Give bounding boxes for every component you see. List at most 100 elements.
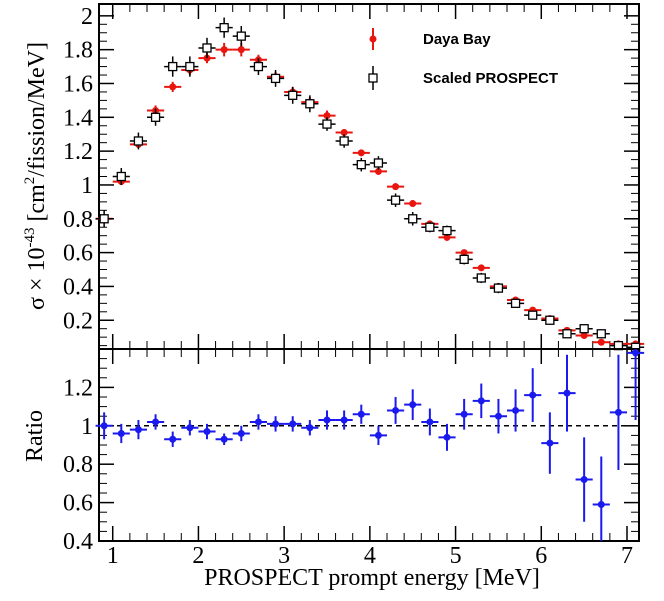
ratio-point: [357, 410, 365, 418]
ratio-point: [563, 389, 571, 397]
x-tick-label: 5: [450, 543, 462, 569]
daya-bay-point: [597, 338, 605, 346]
ratio-point: [614, 408, 622, 416]
daya-bay-point: [443, 233, 451, 241]
prospect-point: [408, 214, 418, 224]
prospect-point: [339, 136, 349, 146]
prospect-point: [528, 310, 538, 320]
prospect-point: [116, 171, 126, 182]
bottom-panel-ticks: [99, 349, 639, 542]
prospect-point: [545, 315, 555, 325]
bottom-y-tick-label: 0.8: [63, 452, 93, 478]
prospect-point: [510, 298, 521, 308]
x-tick-label: 1: [107, 543, 119, 569]
prospect-point: [390, 195, 401, 205]
top-y-tick-label: 1.6: [63, 71, 93, 97]
prospect-point: [99, 214, 109, 224]
top-y-tick-label: 1.4: [63, 105, 93, 131]
top-y-tick-label: 0.4: [63, 274, 93, 300]
ratio-point: [392, 406, 400, 414]
top-y-tick-label: 1.8: [63, 38, 93, 64]
x-tick-label: 2: [192, 543, 204, 569]
legend: Daya Bay Scaled PROSPECT: [368, 28, 558, 90]
top-y-tick-label: 2: [81, 4, 93, 30]
top-y-tick-label: 1.2: [63, 139, 93, 165]
prospect-point: [493, 283, 504, 293]
prospect-point: [236, 31, 246, 41]
bottom-panel-marks: [95, 349, 645, 541]
prospect-point: [562, 329, 572, 339]
daya-bay-point: [340, 129, 348, 137]
prospect-point: [202, 43, 212, 53]
bottom-y-tick-label: 0.4: [63, 529, 93, 555]
daya-bay-point: [392, 183, 400, 191]
ratio-point: [152, 418, 160, 426]
daya-bay-point: [477, 264, 485, 272]
ratio-point: [254, 418, 262, 426]
prospect-point: [476, 273, 486, 283]
top-y-tick-label: 0.2: [63, 308, 93, 334]
bottom-panel-frame: [98, 348, 640, 542]
top-panel-marks: [95, 17, 645, 352]
prospect-point: [219, 23, 229, 33]
ratio-point: [460, 410, 468, 418]
ratio-point: [186, 424, 194, 432]
ratio-point: [409, 401, 417, 409]
x-tick-label: 6: [535, 543, 547, 569]
ratio-point: [494, 412, 502, 420]
prospect-point: [168, 61, 178, 72]
daya-bay-point: [220, 46, 228, 54]
bottom-y-tick-label: 1.2: [63, 375, 93, 401]
ratio-point: [580, 476, 588, 484]
top-y-tick-label: 1: [81, 173, 93, 199]
legend-daya-bay-label: Daya Bay: [423, 31, 491, 48]
prospect-point: [133, 136, 144, 146]
top-y-tick-label: 0.8: [63, 207, 93, 233]
prospect-point: [425, 222, 435, 232]
ratio-point: [426, 418, 434, 426]
top-y-tick-label: 0.6: [63, 241, 93, 267]
ratio-point: [272, 420, 280, 428]
bottom-y-tick-label: 0.6: [63, 491, 93, 517]
prospect-point: [253, 61, 264, 72]
prospect-point: [459, 254, 469, 265]
ratio-point: [546, 439, 554, 447]
top-panel-ticks: [99, 4, 639, 349]
x-tick-label: 7: [621, 543, 633, 569]
prospect-point: [442, 225, 452, 236]
prospect-point: [150, 112, 161, 122]
bottom-y-tick-label: 1: [81, 414, 93, 440]
ratio-point: [529, 391, 537, 399]
prospect-point: [305, 99, 315, 109]
prospect-point: [356, 160, 366, 170]
bottom-panel-tick-labels: 0.4 0.6 0.8 1 1.2 1 2 3 4 5 6 7: [63, 375, 633, 569]
ratio-point: [220, 435, 228, 443]
legend-entry-daya-bay: Daya Bay: [369, 28, 491, 50]
daya-bay-point: [169, 83, 177, 91]
ratio-point: [597, 501, 605, 509]
prospect-point: [185, 61, 195, 72]
prospect-point: [596, 329, 606, 339]
x-axis-title: PROSPECT prompt energy [MeV]: [204, 565, 540, 591]
ratio-point: [289, 420, 297, 428]
ratio-point: [443, 433, 451, 441]
daya-bay-point: [237, 46, 245, 54]
ratio-point: [134, 426, 142, 434]
daya-bay-point: [409, 200, 417, 208]
legend-prospect-marker: [368, 73, 378, 83]
ratio-point: [632, 349, 640, 357]
daya-bay-point: [374, 167, 382, 175]
ratio-point: [374, 431, 382, 439]
top-panel-frame: [98, 3, 640, 350]
series-ratio: [95, 349, 645, 541]
ratio-point: [169, 435, 177, 443]
prospect-point: [288, 90, 298, 100]
ratio-point: [340, 416, 348, 424]
ratio-point: [203, 428, 211, 436]
ratio-point: [477, 397, 485, 405]
bottom-y-axis-title: Ratio: [22, 410, 48, 462]
daya-bay-point: [460, 249, 468, 257]
daya-bay-point: [580, 331, 588, 339]
ratio-point: [306, 424, 314, 432]
ratio-point: [323, 416, 331, 424]
